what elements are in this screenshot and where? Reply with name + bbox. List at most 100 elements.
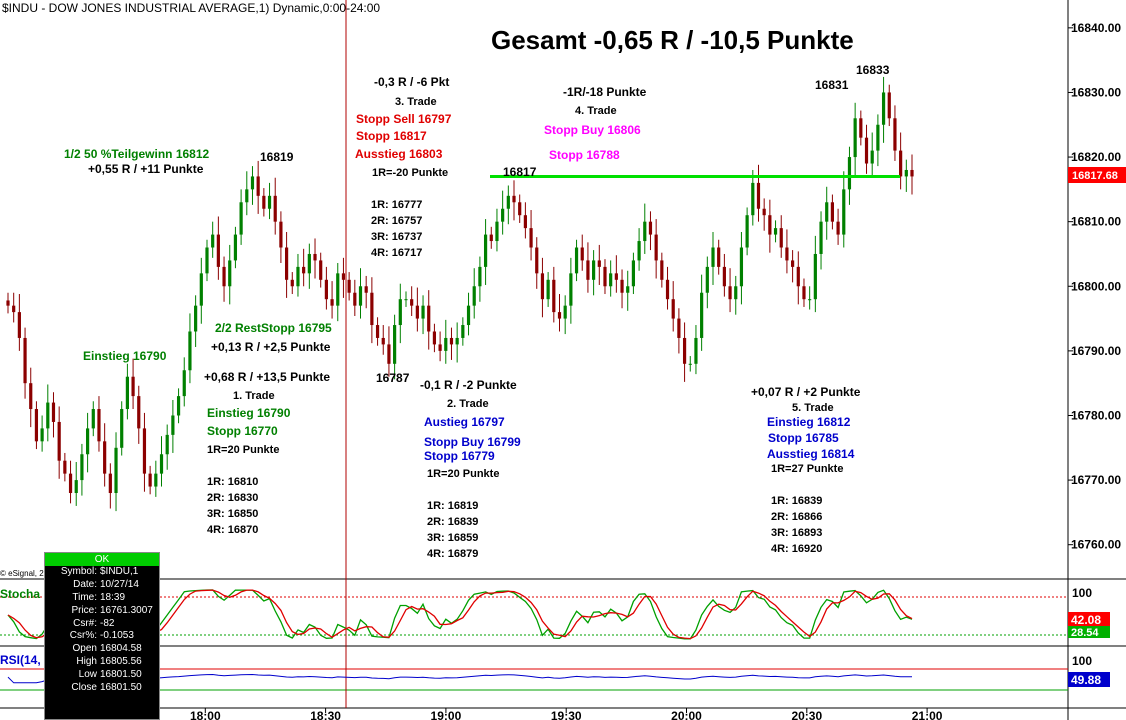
- candle-body: [125, 376, 129, 410]
- stoch-d-value: 42.08: [1071, 613, 1101, 627]
- candle-body: [63, 460, 67, 474]
- candle-body: [489, 234, 493, 242]
- candle-body: [228, 260, 232, 287]
- info-key: Date:: [73, 578, 97, 590]
- stoch-k-tag: [1068, 626, 1110, 638]
- candle-body: [250, 176, 255, 190]
- candle-body: [580, 247, 584, 261]
- candle-body: [57, 421, 61, 461]
- info-value: 16801.50: [100, 682, 142, 694]
- candle-body: [546, 279, 550, 300]
- candle-body: [677, 318, 681, 338]
- candle-body: [211, 234, 215, 248]
- ann-trade4-stopp: Stopp 16788: [549, 148, 620, 162]
- info-key: Open: [72, 643, 97, 655]
- ann-trade1-4r: 4R: 16870: [207, 524, 258, 536]
- x-tick-label: 20:30: [791, 709, 822, 720]
- ann-trade1-title: 1. Trade: [233, 390, 275, 402]
- ann-trade2-stopp-buy: Stopp Buy 16799: [424, 435, 521, 449]
- candle-body: [620, 279, 624, 293]
- stoch-k-value: 28.54: [1071, 627, 1099, 639]
- candle-body: [267, 195, 272, 209]
- candle-body: [137, 396, 141, 429]
- candle-body: [864, 137, 869, 164]
- candle-body: [563, 305, 567, 319]
- ann-trade5-3r: 3R: 16893: [771, 527, 822, 539]
- ann-trade5-stopp: Stopp 16785: [768, 431, 839, 445]
- last-price-value: 16817.68: [1072, 170, 1118, 182]
- candle-body: [597, 260, 601, 267]
- info-row: Time: 18:39: [45, 592, 159, 605]
- ann-trade5-entry: Einstieg 16812: [767, 415, 851, 429]
- candle-body: [40, 428, 44, 442]
- candle-body: [12, 305, 16, 313]
- candle-body: [290, 279, 294, 287]
- ann-trade1-result: +0,68 R / +13,5 Punkte: [204, 370, 330, 384]
- y-tick-label: 16830.00: [1071, 85, 1121, 99]
- candle-body: [80, 454, 84, 481]
- info-row: Low 16801.50: [45, 669, 159, 682]
- x-tick-label: 18:00: [190, 709, 221, 720]
- ann-trade5-exit: Ausstieg 16814: [767, 447, 855, 461]
- candle-body: [722, 266, 726, 287]
- candle-body: [85, 428, 90, 455]
- y-tick-label: 16800.00: [1071, 279, 1121, 293]
- ann-trade1-entry: Einstieg 16790: [207, 406, 291, 420]
- candle-body: [233, 234, 238, 261]
- x-tick-label: 18:30: [310, 709, 341, 720]
- candle-body: [518, 202, 522, 216]
- candle-body: [637, 241, 641, 261]
- candle-body: [762, 208, 766, 216]
- info-value: 18:39: [100, 591, 126, 603]
- candle-body: [398, 299, 402, 326]
- ann-point-16831: 16831: [815, 78, 849, 92]
- cursor-info-box: OK Symbol: $INDU,1 Date: 10/27/14 Time: 18:39…: [44, 552, 160, 720]
- info-key: Time:: [72, 591, 97, 603]
- rsi-axis-100: 100: [1072, 654, 1092, 668]
- candle-body: [120, 409, 124, 448]
- candle-body: [631, 260, 636, 287]
- info-value: $INDU,1: [100, 566, 139, 577]
- info-row: High 16805.56: [45, 656, 159, 669]
- info-value: 16804.58: [100, 643, 142, 655]
- candle-body: [904, 169, 908, 177]
- info-row: Csr#: -82: [45, 618, 159, 631]
- candle-body: [768, 215, 772, 235]
- ann-point-16787: 16787: [376, 371, 410, 385]
- info-row: Price: 16761.3007: [45, 605, 159, 618]
- candle-body: [393, 325, 397, 364]
- ann-trade1-3r: 3R: 16850: [207, 508, 258, 520]
- candle-body: [739, 247, 744, 287]
- candle-body: [336, 273, 340, 306]
- candle-body: [97, 409, 101, 442]
- ann-trade2-title: 2. Trade: [447, 398, 489, 410]
- candle-body: [222, 266, 226, 287]
- total-result-headline: Gesamt -0,65 R / -10,5 Punkte: [491, 25, 854, 55]
- ann-trade2-1r: 1R: 16819: [427, 500, 478, 512]
- candle-body: [796, 266, 800, 287]
- candle-body: [103, 441, 107, 474]
- info-value: -82: [100, 617, 115, 629]
- candle-body: [899, 150, 903, 177]
- candle-body: [171, 415, 175, 435]
- x-tick-label: 21:00: [912, 709, 943, 720]
- candle-body: [881, 92, 886, 125]
- candle-body: [847, 157, 852, 190]
- info-key: Low: [78, 669, 97, 681]
- candle-body: [626, 286, 630, 293]
- ann-trade1-1r: 1R: 16810: [207, 476, 258, 488]
- info-key: Close: [71, 682, 97, 694]
- candle-body: [819, 221, 823, 254]
- candle-body: [358, 286, 363, 306]
- x-tick-label: 19:30: [551, 709, 582, 720]
- ann-entry-left: Einstieg 16790: [83, 349, 167, 363]
- candle-body: [6, 300, 10, 306]
- rsi-value: 49.88: [1071, 673, 1101, 687]
- candle-body: [370, 292, 374, 326]
- candle-body: [853, 118, 857, 158]
- candle-body: [444, 337, 448, 351]
- candle-body: [569, 273, 573, 306]
- candle-body: [68, 473, 73, 494]
- candle-body: [159, 454, 164, 474]
